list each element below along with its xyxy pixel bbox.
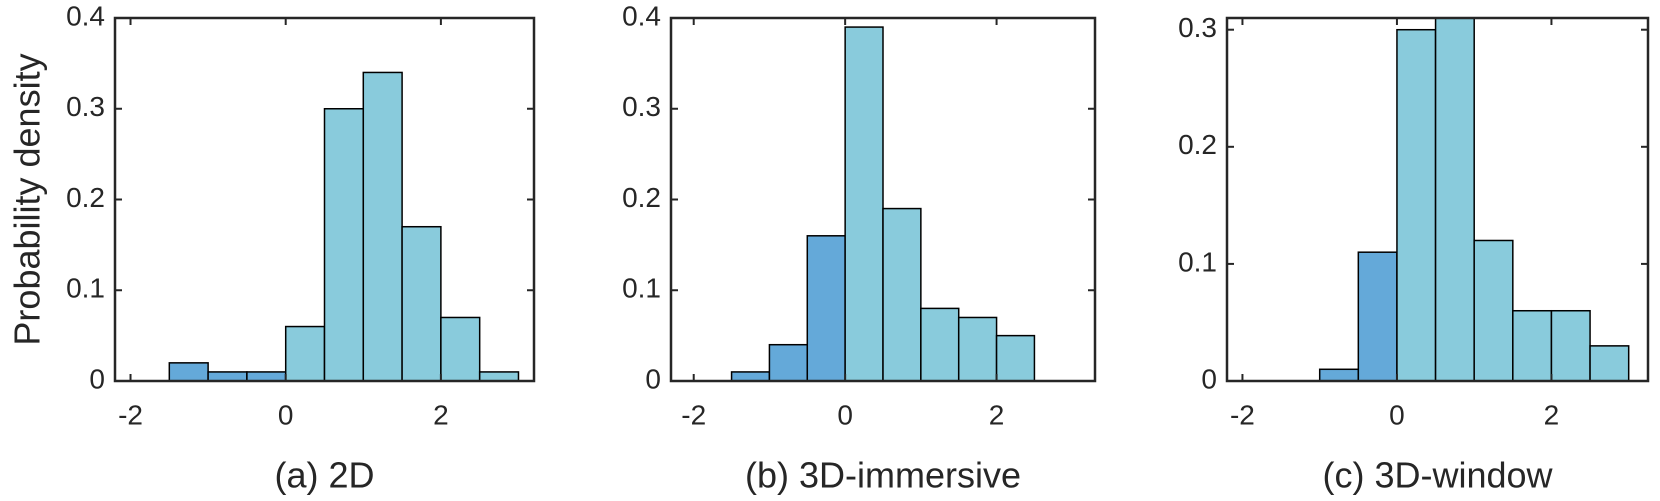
bar [323,108,365,382]
bar [920,307,960,382]
chart-title: (b) 3D-immersive [745,455,1021,496]
y-tick-label: 0.1 [622,273,661,304]
plot-frame [113,16,536,383]
bar [1396,28,1437,382]
y-tick-label: 0.1 [1178,246,1217,277]
bar [246,371,287,382]
y-tick-label: 0.2 [1178,129,1217,160]
y-tick-label: 0 [1201,363,1217,394]
bar [1473,239,1514,382]
bar [207,371,248,382]
y-tick-label: 0.1 [66,273,105,304]
y-tick-label: 0.2 [622,182,661,213]
y-tick-label: 0 [645,363,661,394]
y-tick-label: 0 [89,363,105,394]
x-tick-label: 2 [433,399,449,430]
bar [806,235,846,382]
bar [1550,309,1591,382]
bar [1589,345,1630,382]
chart-title: (a) 2D [274,455,374,496]
chart-title: (c) 3D-window [1322,455,1553,496]
bar [730,371,771,382]
bar [1512,309,1553,382]
x-tick-label: -2 [118,399,143,430]
bar [1318,368,1360,382]
bar [995,334,1036,382]
y-tick-label: 0.4 [66,0,105,31]
bar [1434,17,1475,382]
x-tick-label: 2 [989,399,1005,430]
bar [957,316,998,382]
bar [768,343,809,382]
bar [1357,251,1398,382]
bar [844,26,884,382]
bar [478,371,520,382]
x-tick-label: -2 [681,399,706,430]
plot-frame [669,16,1097,383]
y-tick-label: 0.3 [66,91,105,122]
bar [284,325,326,382]
x-tick-label: 0 [278,399,294,430]
bar [401,225,442,382]
y-tick-label: 0.2 [66,182,105,213]
y-tick-label: 0.4 [622,0,661,31]
y-tick-label: 0.3 [622,91,661,122]
y-axis-label: Probability density [7,53,48,345]
x-tick-label: -2 [1230,399,1255,430]
bar [362,71,403,382]
bar [440,316,481,382]
x-tick-label: 0 [837,399,853,430]
x-tick-label: 2 [1544,399,1560,430]
bar [882,207,922,382]
bar [168,362,209,382]
x-tick-label: 0 [1389,399,1405,430]
y-tick-label: 0.3 [1178,12,1217,43]
plot-frame [1225,16,1650,383]
